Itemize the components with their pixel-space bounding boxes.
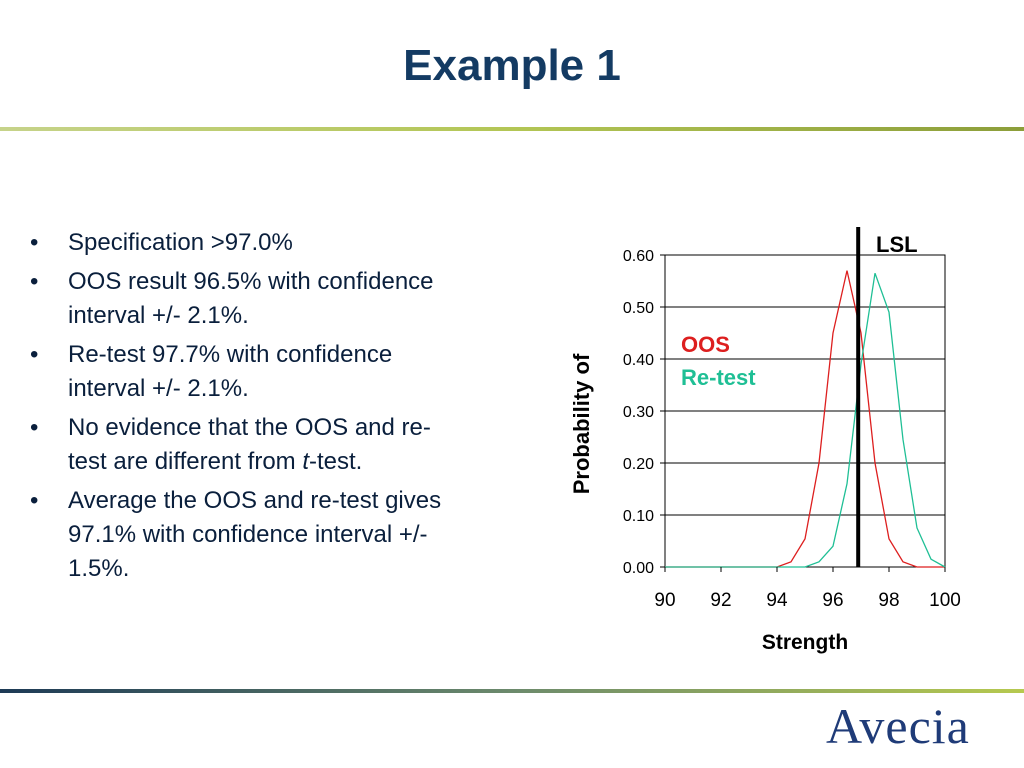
bullet-item: • No evidence that the OOS and re-test a… — [28, 411, 448, 479]
slide-title: Example 1 — [403, 41, 621, 90]
bullet-text-italic: t — [302, 448, 309, 475]
y-axis-label: Probability of — [569, 353, 594, 494]
x-tick-label: 98 — [878, 590, 899, 611]
bullet-text-pre: No evidence that the OOS and re-test are… — [68, 414, 431, 475]
series-line-oos — [665, 270, 945, 568]
bullet-list: • Specification >97.0% • OOS result 96.5… — [28, 226, 448, 591]
avecia-logo: Avecia — [826, 698, 970, 754]
y-tick-label: 0.00 — [623, 560, 654, 577]
bullet-glyph: • — [30, 414, 39, 441]
bullet-item: • OOS result 96.5% with confidence inter… — [28, 265, 448, 333]
y-tick-label: 0.20 — [623, 456, 654, 473]
bullet-text: Specification >97.0% — [68, 229, 293, 256]
bullet-glyph: • — [30, 229, 39, 256]
lsl-label: LSL — [876, 232, 918, 257]
legend-retest: Re-test — [681, 365, 756, 390]
bullet-item: • Specification >97.0% — [28, 226, 448, 260]
y-tick-label: 0.10 — [623, 508, 654, 525]
legend-oos: OOS — [681, 332, 730, 357]
top-divider — [0, 127, 1024, 131]
bullet-glyph: • — [30, 268, 39, 295]
bullet-text: OOS result 96.5% with confidence interva… — [68, 268, 434, 329]
bullet-text-post: -test. — [309, 448, 363, 475]
bullet-glyph: • — [30, 487, 39, 514]
y-tick-label: 0.30 — [623, 404, 654, 421]
series-line-re-test — [665, 272, 946, 568]
y-tick-label: 0.50 — [623, 300, 654, 317]
x-tick-label: 96 — [822, 590, 843, 611]
gridlines — [665, 254, 945, 568]
bullet-text: Re-test 97.7% with confidence interval +… — [68, 341, 393, 402]
bottom-divider — [0, 689, 1024, 693]
y-tick-label: 0.60 — [623, 248, 654, 265]
bullet-text: Average the OOS and re-test gives 97.1% … — [68, 487, 442, 582]
x-tick-label: 94 — [766, 590, 788, 611]
bullet-item: • Re-test 97.7% with confidence interval… — [28, 338, 448, 406]
x-tick-label: 100 — [929, 590, 961, 611]
series-lines — [665, 270, 946, 568]
x-tick-label: 90 — [654, 590, 675, 611]
x-axis-label: Strength — [762, 631, 848, 654]
x-tick-label: 92 — [710, 590, 731, 611]
y-tick-label: 0.40 — [623, 352, 654, 369]
bullet-item: • Average the OOS and re-test gives 97.1… — [28, 484, 448, 586]
bullet-glyph: • — [30, 341, 39, 368]
tick-labels: 0.00 0.10 0.20 0.30 0.40 0.50 0.60 90 92 94 96 98 10… — [623, 248, 961, 611]
